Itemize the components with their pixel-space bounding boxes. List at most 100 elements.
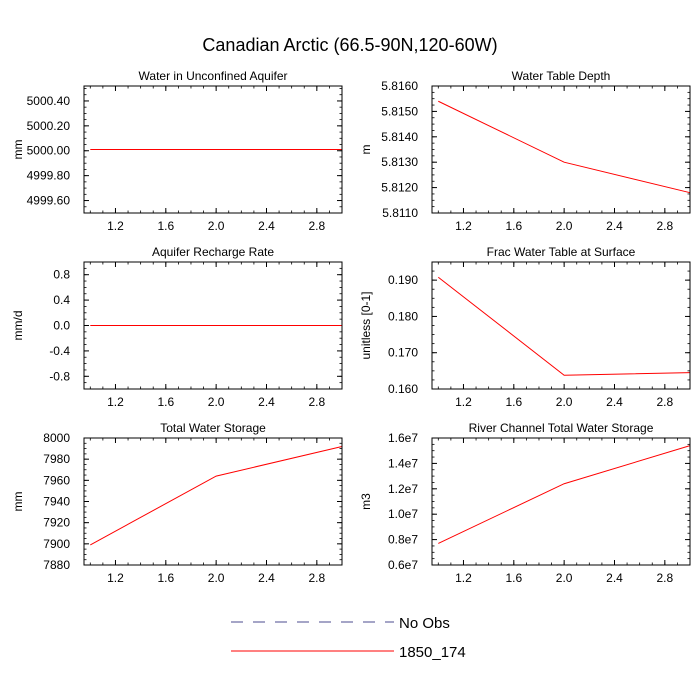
y-tick-label: 7960: [43, 473, 70, 487]
panel-title: Aquifer Recharge Rate: [152, 245, 274, 259]
x-tick-label: 2.0: [556, 571, 573, 585]
y-tick-label: 5000.00: [27, 144, 71, 158]
y-tick-label: 7880: [43, 558, 70, 572]
x-tick-label: 1.6: [157, 571, 174, 585]
panel-title: Total Water Storage: [160, 421, 266, 435]
x-tick-label: 2.8: [656, 395, 673, 409]
y-tick-label: 5.8150: [381, 104, 418, 118]
series-line: [438, 100, 691, 194]
y-tick-label: 0.4: [53, 293, 70, 307]
x-tick-label: 2.4: [258, 395, 275, 409]
y-axis-label: mm: [11, 492, 25, 512]
x-tick-label: 2.8: [656, 219, 673, 233]
panel-title: Water in Unconfined Aquifer: [139, 69, 288, 83]
x-tick-label: 1.2: [455, 395, 472, 409]
x-tick-label: 2.8: [308, 395, 325, 409]
y-tick-label: 0.8: [53, 268, 70, 282]
panel-title: Frac Water Table at Surface: [487, 245, 636, 259]
y-tick-label: 5000.20: [27, 119, 71, 133]
x-tick-label: 2.8: [308, 219, 325, 233]
panel-4: Frac Water Table at Surface unitless [0-1…: [359, 245, 691, 409]
y-tick-label: 4999.60: [27, 194, 71, 208]
y-tick-label: 7900: [43, 537, 70, 551]
y-tick-label: 5000.40: [27, 94, 71, 108]
x-tick-label: 1.6: [505, 571, 522, 585]
y-tick-label: 0.0: [53, 319, 70, 333]
series-line: [437, 276, 691, 376]
x-tick-label: 1.6: [505, 395, 522, 409]
x-tick-label: 2.0: [556, 395, 573, 409]
x-tick-label: 1.2: [455, 219, 472, 233]
x-tick-label: 2.0: [208, 395, 225, 409]
x-tick-label: 1.2: [455, 571, 472, 585]
plot-frame: [83, 261, 343, 390]
y-tick-label: 7940: [43, 495, 70, 509]
x-tick-label: 2.8: [308, 571, 325, 585]
y-tick-label: 5.8110: [382, 206, 418, 220]
y-axis-label: m3: [359, 493, 373, 510]
plot-frame: [431, 261, 691, 390]
plot-frame: [431, 85, 691, 214]
panel-6: River Channel Total Water Storage m3 1.2 1.…: [359, 421, 691, 585]
panel-5: Total Water Storage mm 1.2 1.6 2.0 2.4 2.8 7880…: [11, 421, 343, 585]
x-tick-label: 1.2: [107, 571, 124, 585]
y-tick-label: 7920: [43, 516, 70, 530]
y-axis-label: m: [359, 145, 373, 155]
series-line: [90, 445, 343, 546]
panel-title: Water Table Depth: [512, 69, 611, 83]
y-tick-label: 1.6e7: [388, 431, 418, 445]
legend-entry: 1850_174: [231, 644, 466, 661]
x-tick-label: 2.4: [258, 571, 275, 585]
y-tick-label: 0.8e7: [388, 533, 418, 547]
y-axis-label: mm: [11, 140, 25, 160]
y-tick-label: -0.4: [49, 344, 70, 358]
y-tick-label: 0.180: [388, 309, 418, 323]
legend-entry: No Obs: [231, 615, 450, 632]
y-tick-label: 1.2e7: [388, 482, 418, 496]
panels: Water in Unconfined Aquifer mm 1.2 1.6 2.0 2.…: [11, 69, 691, 585]
legend-label: No Obs: [399, 615, 450, 632]
x-tick-label: 1.6: [157, 219, 174, 233]
y-tick-label: 1.4e7: [388, 456, 418, 470]
figure-title: Canadian Arctic (66.5-90N,120-60W): [202, 35, 497, 55]
panel-3: Aquifer Recharge Rate mm/d 1.2 1.6 2.0 2.4 2.8…: [11, 245, 343, 409]
y-tick-label: 5.8120: [381, 181, 418, 195]
x-tick-label: 2.4: [606, 219, 623, 233]
x-tick-label: 2.4: [606, 395, 623, 409]
x-tick-label: 2.0: [208, 571, 225, 585]
y-axis-label: mm/d: [11, 311, 25, 341]
y-tick-label: 0.160: [388, 382, 418, 396]
y-tick-label: 8000: [43, 431, 70, 445]
panel-1: Water in Unconfined Aquifer mm 1.2 1.6 2.0 2.…: [11, 69, 343, 233]
y-tick-label: 5.8130: [381, 155, 418, 169]
y-tick-label: -0.8: [49, 369, 70, 383]
y-tick-label: 1.0e7: [388, 507, 418, 521]
x-tick-label: 1.6: [505, 219, 522, 233]
y-tick-label: 7980: [43, 452, 70, 466]
plot-frame: [83, 85, 343, 214]
panel-title: River Channel Total Water Storage: [469, 421, 654, 435]
y-tick-label: 5.8160: [381, 79, 418, 93]
y-axis-label: unitless [0-1]: [359, 291, 373, 359]
y-tick-label: 0.190: [388, 273, 418, 287]
y-tick-label: 5.8140: [381, 130, 418, 144]
y-tick-label: 4999.80: [27, 169, 71, 183]
series-line: [438, 445, 691, 544]
y-tick-label: 0.6e7: [388, 558, 418, 572]
legend-label: 1850_174: [399, 644, 466, 661]
x-tick-label: 1.2: [107, 219, 124, 233]
x-tick-label: 2.4: [258, 219, 275, 233]
x-tick-label: 2.8: [656, 571, 673, 585]
x-tick-label: 1.6: [157, 395, 174, 409]
plot-frame: [431, 437, 691, 566]
x-tick-label: 1.2: [107, 395, 124, 409]
x-tick-label: 2.0: [208, 219, 225, 233]
x-tick-label: 2.0: [556, 219, 573, 233]
panel-2: Water Table Depth m 1.2 1.6 2.0 2.4 2.8 5.8110 5…: [359, 69, 691, 233]
x-tick-label: 2.4: [606, 571, 623, 585]
plot-frame: [83, 437, 343, 566]
legend: No Obs 1850_174: [231, 615, 466, 661]
y-tick-label: 0.170: [388, 346, 418, 360]
